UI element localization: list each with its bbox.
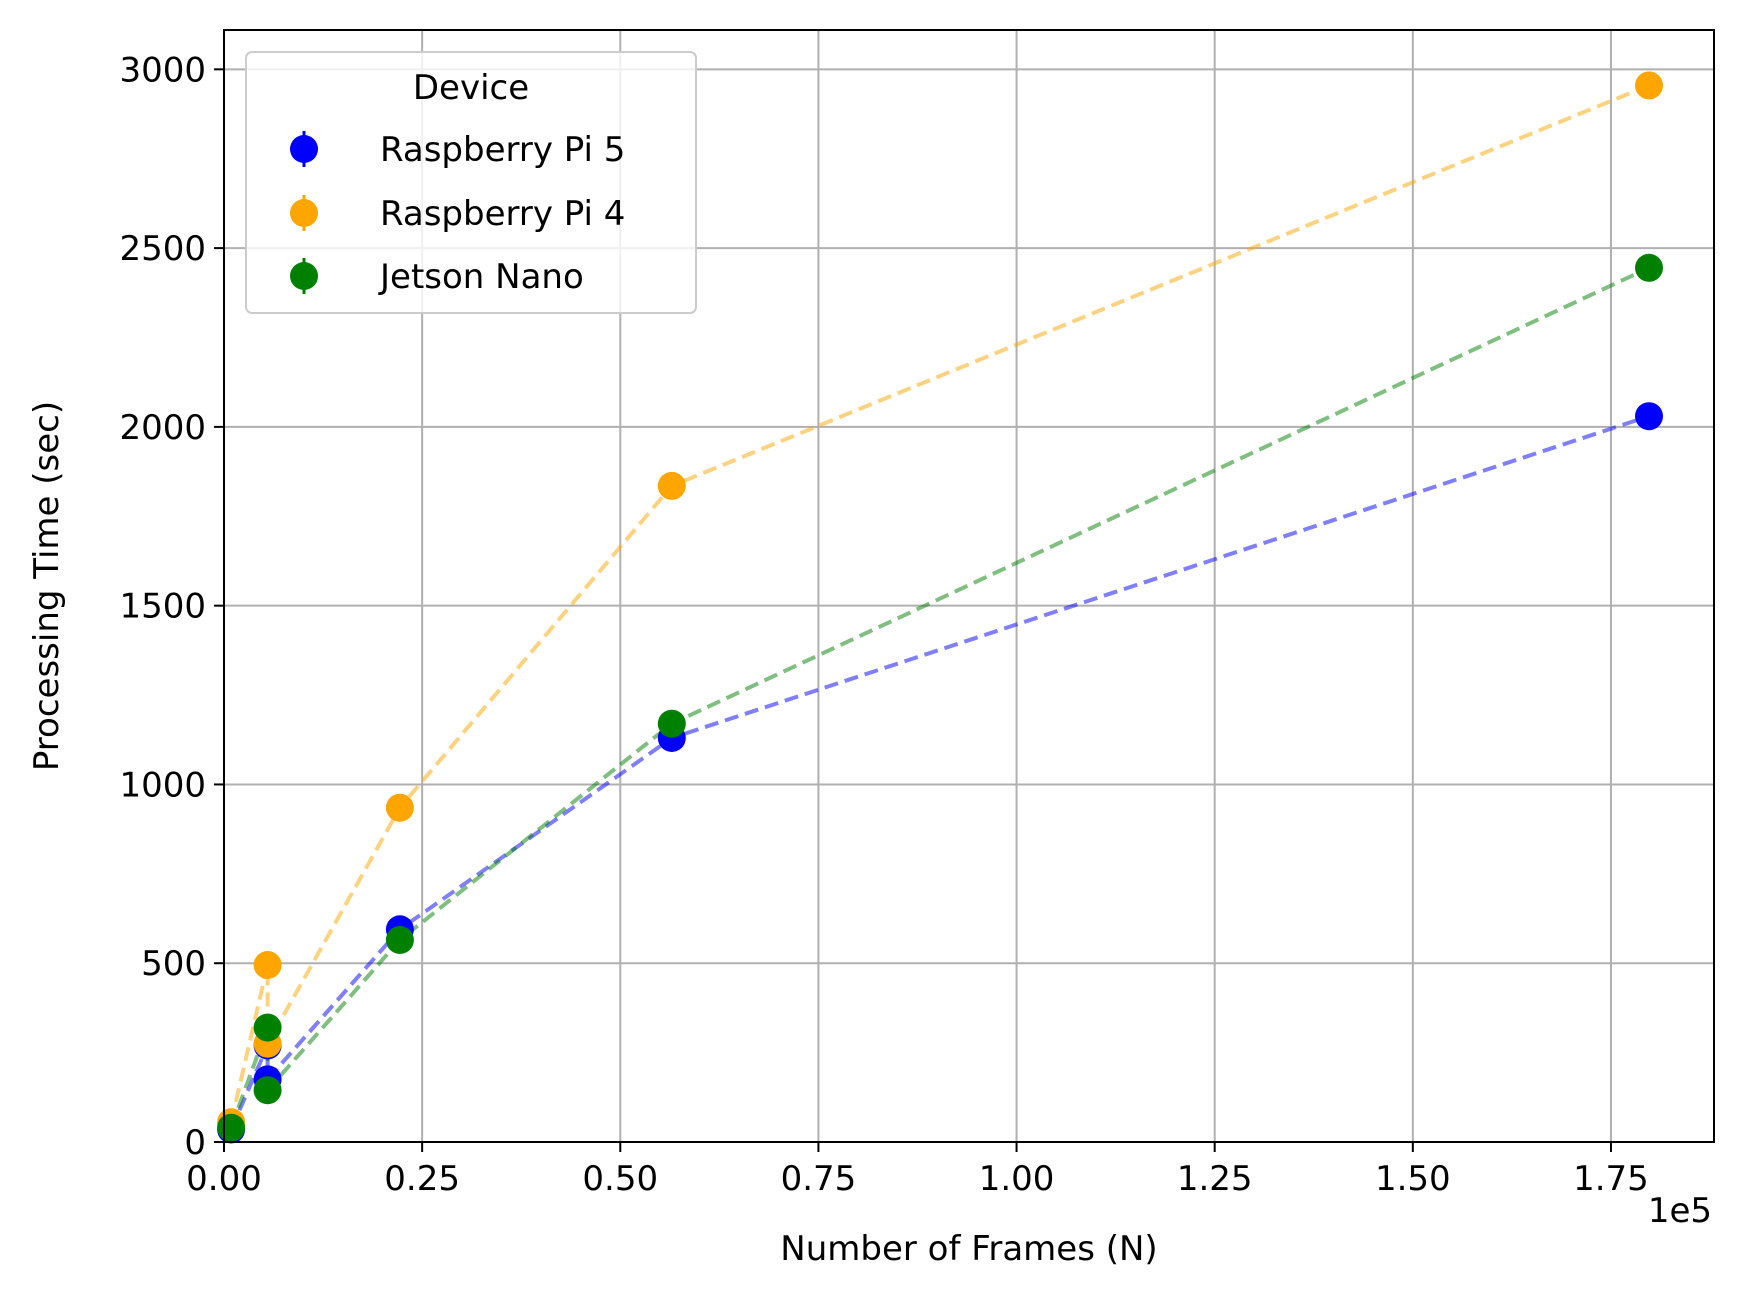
x-tick-label: 0.50 <box>582 1159 658 1199</box>
data-point-jetson-nano <box>253 1013 282 1042</box>
data-point-jetson-nano <box>217 1113 246 1142</box>
data-point-raspberry-pi-4 <box>253 951 282 979</box>
grid <box>223 30 1714 1143</box>
x-tick-label: 1.00 <box>979 1159 1055 1199</box>
legend: Device Raspberry Pi 5 Raspberry Pi 4 Jet… <box>245 51 697 314</box>
axes-frame <box>223 29 1715 1143</box>
x-axis-label: Number of Frames (N) <box>780 1229 1157 1269</box>
data-point-jetson-nano <box>253 1076 282 1105</box>
x-tick-label: 1.50 <box>1375 1159 1451 1199</box>
legend-marker-jetson-nano <box>290 262 318 290</box>
data-point-raspberry-pi-5 <box>1635 402 1663 431</box>
legend-label-raspberry-pi-4: Raspberry Pi 4 <box>380 194 625 234</box>
y-axis-label: Processing Time (sec) <box>27 401 67 771</box>
y-tick-label: 0 <box>184 1123 206 1163</box>
y-tick-label: 1000 <box>119 765 206 805</box>
x-tick-label: 1.75 <box>1573 1159 1649 1199</box>
x-tick-label: 0.75 <box>781 1159 857 1199</box>
legend-entry-jetson-nano: Jetson Nano <box>290 257 584 297</box>
y-tick-label: 2000 <box>119 408 206 448</box>
legend-marker-raspberry-pi-4 <box>290 199 318 227</box>
data-point-raspberry-pi-4 <box>1635 71 1663 100</box>
legend-entry-raspberry-pi-4: Raspberry Pi 4 <box>290 194 625 234</box>
x-tick-label: 0.00 <box>186 1159 262 1199</box>
data-point-jetson-nano <box>1635 253 1663 282</box>
y-tick-label: 2500 <box>119 229 206 269</box>
x-tick-label: 0.25 <box>384 1159 460 1199</box>
series-line-raspberry-pi-4 <box>229 83 1650 1123</box>
legend-entry-raspberry-pi-5: Raspberry Pi 5 <box>290 130 625 170</box>
data-point-jetson-nano <box>385 926 414 954</box>
ticks: 0.00 0.25 0.50 0.75 1.00 1.25 1.50 1.75 0 500 1000… <box>119 50 1648 1199</box>
legend-title: Device <box>413 68 529 108</box>
data-point-raspberry-pi-4 <box>657 471 686 500</box>
legend-box <box>245 51 697 314</box>
y-tick-label: 1500 <box>119 587 206 627</box>
x-tick-label: 1.25 <box>1177 1159 1253 1199</box>
data-point-jetson-nano <box>657 709 686 738</box>
x-offset-label: 1e5 <box>1648 1191 1712 1231</box>
legend-label-jetson-nano: Jetson Nano <box>378 257 584 297</box>
y-tick-label: 3000 <box>119 50 206 90</box>
series-line-raspberry-pi-5 <box>229 414 1650 1131</box>
data-point-raspberry-pi-4 <box>385 793 414 822</box>
legend-marker-raspberry-pi-5 <box>290 135 318 163</box>
y-tick-label: 500 <box>141 944 206 984</box>
legend-label-raspberry-pi-5: Raspberry Pi 5 <box>380 130 625 170</box>
